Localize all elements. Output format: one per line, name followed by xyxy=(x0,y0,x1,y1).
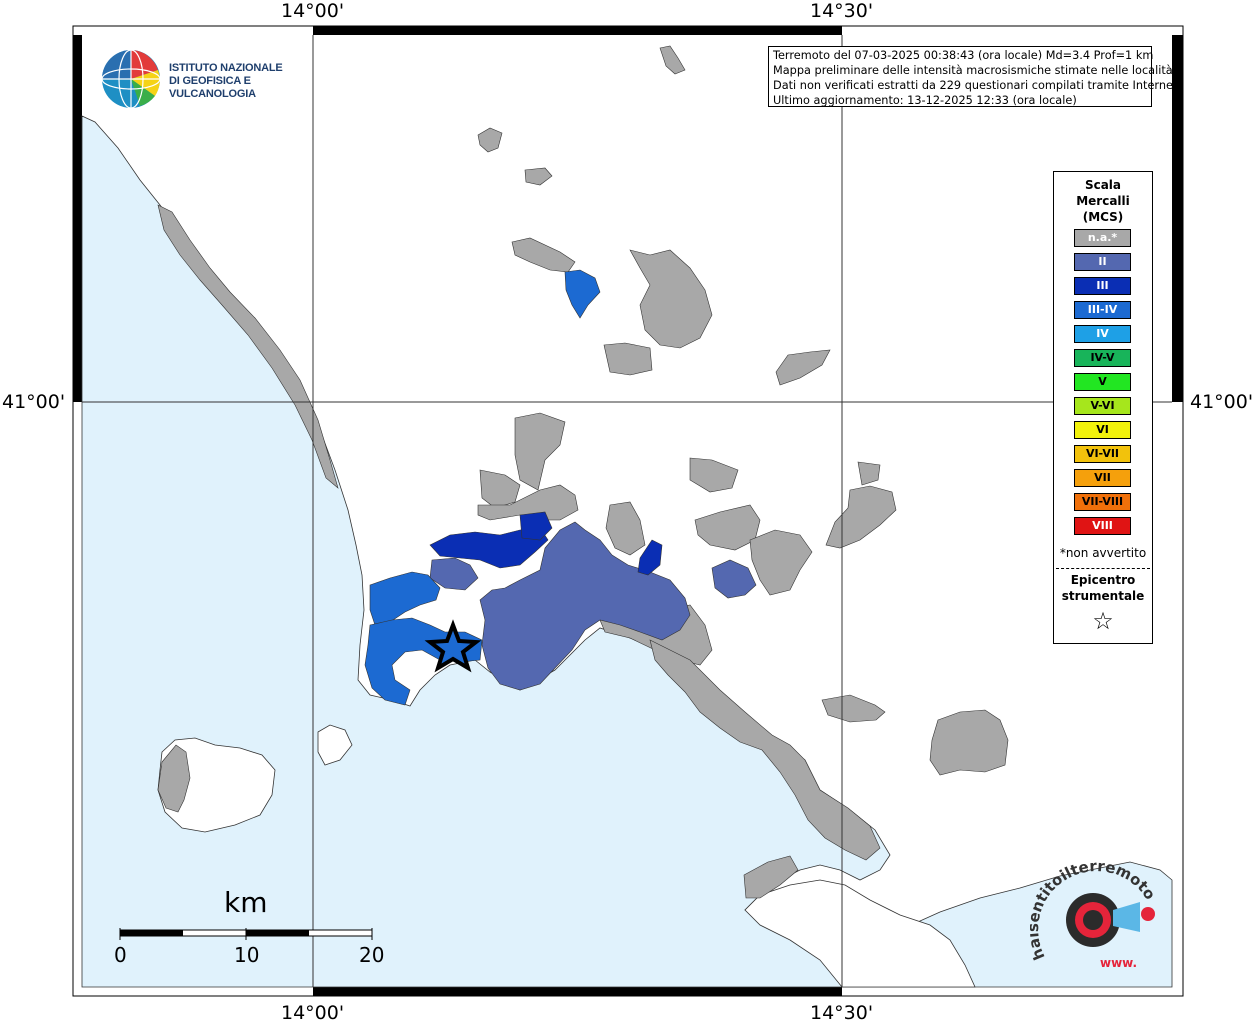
legend-item: III-IV xyxy=(1074,301,1131,319)
legend-item: n.a.* xyxy=(1074,229,1131,247)
legend-item: IV xyxy=(1074,325,1131,343)
coord-label-top-right: 14°30' xyxy=(810,0,874,22)
ingv-logo: ISTITUTO NAZIONALE DI GEOFISICA E VULCAN… xyxy=(100,48,330,110)
event-info-box: Terremoto del 07-03-2025 00:38:43 (ora l… xyxy=(768,46,1182,107)
graticule xyxy=(82,35,1172,987)
logo-line1: ISTITUTO NAZIONALE xyxy=(169,62,283,74)
info-line-update: Ultimo aggiornamento: 13-12-2025 12:33 (… xyxy=(773,94,1077,107)
island-procida xyxy=(317,724,353,766)
coord-label-left: 41°00' xyxy=(2,391,66,413)
badge-url: www. xyxy=(1100,956,1137,970)
frame-bar-bottom xyxy=(313,987,842,996)
logo-line2: DI GEOFISICA E VULCANOLOGIA xyxy=(169,75,256,100)
scale-bar xyxy=(119,928,373,940)
legend-item: III xyxy=(1074,277,1131,295)
scale-tick-10: 10 xyxy=(234,943,260,967)
legend-item: V-VI xyxy=(1074,397,1131,415)
legend-divider xyxy=(1056,568,1150,569)
speaker-icon xyxy=(1113,902,1140,932)
legend-item: VII xyxy=(1074,469,1131,487)
coastal-na-strip xyxy=(157,204,339,489)
epicenter-star xyxy=(424,619,482,673)
frame-bar-right xyxy=(1172,35,1183,402)
epicenter-star-icon: ☆ xyxy=(1092,607,1114,635)
scale-tick-0: 0 xyxy=(114,943,127,967)
legend-item: VI xyxy=(1074,421,1131,439)
coord-label-bottom-right: 14°30' xyxy=(810,1002,874,1024)
legend-epicenter-label: Epicentro strumentale xyxy=(1061,573,1145,603)
legend-title: Scala Mercalli (MCS) xyxy=(1076,178,1130,224)
info-line-map: Mappa preliminare delle intensità macros… xyxy=(773,64,1173,77)
info-line-data: Dati non verificati estratti da 229 ques… xyxy=(773,79,1182,92)
land-sorrento-tip xyxy=(744,879,976,988)
intensity-ii-area-east xyxy=(711,559,757,599)
legend-item: VI-VII xyxy=(1074,445,1131,463)
legend-item: II xyxy=(1074,253,1131,271)
scale-unit: km xyxy=(224,886,268,919)
legend-item: VIII xyxy=(1074,517,1131,535)
mcs-legend: Scala Mercalli (MCS) n.a.* II III III-IV IV I… xyxy=(1053,171,1153,644)
coord-label-right: 41°00' xyxy=(1190,391,1254,413)
intensity-iii-areas xyxy=(429,511,663,576)
globe-icon xyxy=(101,49,161,109)
legend-note: *non avvertito xyxy=(1059,546,1147,560)
frame-bar-left xyxy=(73,35,82,402)
legend-item: IV-V xyxy=(1074,349,1131,367)
coord-label-top-left: 14°00' xyxy=(281,0,345,22)
intensity-ii-area xyxy=(479,521,691,691)
scale-tick-20: 20 xyxy=(359,943,385,967)
haisentito-badge: haisentitoilterremoto.it www. xyxy=(1030,862,1159,970)
info-line-event: Terremoto del 07-03-2025 00:38:43 (ora l… xyxy=(773,49,1154,62)
ischia-na-area xyxy=(157,744,191,813)
coord-label-bottom-left: 14°00' xyxy=(281,1002,345,1024)
frame-bar-top xyxy=(313,26,842,35)
legend-item: VII-VIII xyxy=(1074,493,1131,511)
legend-item: V xyxy=(1074,373,1131,391)
